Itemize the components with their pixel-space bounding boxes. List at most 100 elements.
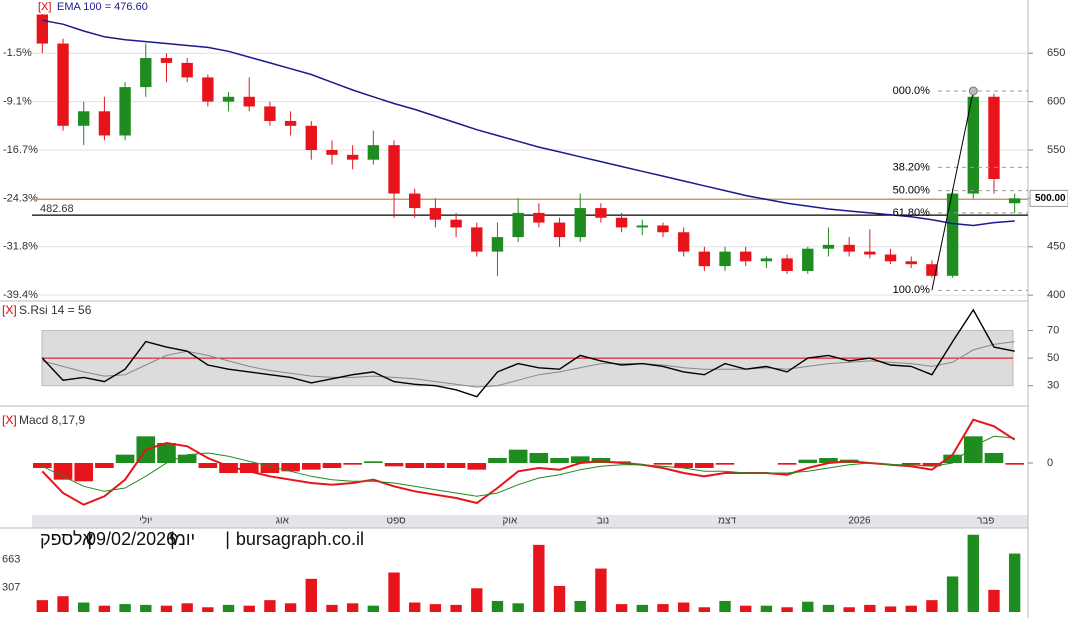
volume-bar bbox=[346, 603, 359, 612]
volume-bar bbox=[781, 607, 793, 612]
candle-body bbox=[967, 96, 979, 194]
fib-label: 50.00% bbox=[893, 185, 931, 197]
macd-histogram-bar bbox=[777, 463, 797, 465]
macd-histogram-bar bbox=[695, 463, 714, 468]
candle-body bbox=[988, 96, 1000, 180]
macd-histogram-bar bbox=[53, 463, 73, 480]
macd-histogram-bar bbox=[570, 456, 590, 463]
macd-histogram-bar bbox=[1005, 463, 1024, 465]
y-tick-label: 0 bbox=[1047, 457, 1053, 469]
volume-bar bbox=[181, 603, 193, 612]
time-axis-strip bbox=[32, 515, 1028, 528]
macd-histogram-bar bbox=[984, 453, 1004, 463]
macd-histogram-bar bbox=[508, 449, 528, 463]
volume-bar bbox=[429, 604, 442, 612]
candle-body bbox=[864, 251, 876, 255]
volume-bar bbox=[677, 602, 690, 612]
y-tick-label: 550 bbox=[1047, 144, 1065, 156]
volume-bar bbox=[657, 604, 669, 612]
volume-bar bbox=[574, 600, 586, 612]
candle-body bbox=[946, 193, 959, 276]
volume-bar bbox=[409, 602, 421, 612]
x-tick-label: נוב bbox=[597, 516, 610, 527]
candle-body bbox=[429, 208, 442, 220]
candle-body bbox=[471, 227, 483, 252]
candle-body bbox=[615, 217, 628, 228]
macd-line bbox=[41, 418, 1016, 506]
panel-marker: [X] bbox=[38, 1, 51, 13]
macd-histogram-bar bbox=[157, 443, 176, 463]
rsi-line bbox=[41, 308, 1015, 398]
candle-body bbox=[202, 77, 214, 102]
candle-body bbox=[677, 232, 690, 252]
y-tick-label: 600 bbox=[1047, 96, 1065, 108]
macd-histogram-bar bbox=[322, 463, 342, 468]
volume-bar bbox=[636, 604, 648, 612]
macd-histogram-bar bbox=[446, 463, 466, 468]
candle-body bbox=[181, 62, 193, 78]
candle-body bbox=[409, 193, 421, 209]
volume-bar bbox=[222, 604, 235, 612]
candle-body bbox=[926, 264, 938, 276]
macd-histogram-bar bbox=[550, 458, 569, 463]
header-part: יומי bbox=[169, 529, 195, 549]
last-price-box bbox=[1029, 189, 1068, 207]
candle-body bbox=[719, 251, 731, 267]
macd-histogram-bar bbox=[943, 454, 962, 463]
volume-bar bbox=[305, 578, 317, 612]
volume-bar bbox=[160, 605, 173, 612]
volume-bar bbox=[140, 604, 152, 612]
header-separator: | bbox=[225, 529, 230, 549]
y-tick-label-left: -39.4% bbox=[3, 289, 38, 301]
candle-body bbox=[78, 111, 90, 126]
macd-histogram-bar bbox=[426, 463, 445, 468]
macd-histogram-bar bbox=[488, 458, 507, 463]
panel-title: EMA 100 = 476.60 bbox=[57, 1, 148, 13]
x-tick-label: יולי bbox=[139, 515, 152, 527]
y-tick-label: 50 bbox=[1047, 352, 1059, 364]
candle-body bbox=[574, 208, 586, 238]
volume-bar bbox=[864, 604, 876, 612]
fib-anchor bbox=[968, 86, 978, 96]
volume-bar bbox=[926, 600, 938, 612]
y-tick-label: 663 bbox=[2, 554, 20, 566]
header-separator: | bbox=[87, 529, 92, 549]
candle-body bbox=[533, 212, 545, 223]
macd-histogram-bar bbox=[653, 463, 673, 465]
candle-body bbox=[822, 244, 835, 249]
candle-body bbox=[450, 219, 462, 228]
candle-body bbox=[884, 254, 897, 262]
candle-body bbox=[905, 261, 917, 265]
candle-body bbox=[698, 251, 711, 267]
candle-body bbox=[388, 145, 400, 194]
volume-bar bbox=[119, 604, 131, 612]
volume-bar bbox=[843, 607, 855, 612]
candle-body bbox=[636, 225, 648, 228]
y-tick-label-left: -1.5% bbox=[3, 47, 32, 59]
volume-bar bbox=[491, 600, 504, 612]
y-tick-label: 70 bbox=[1047, 324, 1059, 336]
volume-bar bbox=[760, 605, 773, 612]
volume-bar bbox=[967, 534, 979, 612]
volume-bar bbox=[595, 568, 607, 612]
volume-bar bbox=[471, 588, 483, 612]
macd-histogram-bar bbox=[95, 463, 114, 468]
macd-histogram-bar bbox=[177, 454, 197, 463]
panel-title: Macd 8,17,9 bbox=[19, 413, 85, 427]
candle-body bbox=[553, 222, 566, 238]
volume-bar bbox=[553, 585, 566, 612]
candle-body bbox=[326, 150, 338, 155]
y-tick-label: 650 bbox=[1047, 47, 1065, 59]
macd-histogram-bar bbox=[115, 454, 135, 463]
horizontal-line-label: 482.68 bbox=[40, 203, 74, 215]
macd-histogram-bar bbox=[281, 463, 300, 472]
y-tick-label: 400 bbox=[1047, 289, 1065, 301]
candle-body bbox=[98, 111, 111, 136]
rsi-line bbox=[42, 341, 1015, 388]
macd-histogram-bar bbox=[715, 463, 735, 465]
fib-trend-line bbox=[931, 90, 974, 291]
volume-bar bbox=[533, 544, 545, 612]
candle-body bbox=[57, 43, 69, 126]
macd-histogram-bar bbox=[364, 461, 383, 463]
header-part: bursagraph.co.il bbox=[236, 529, 364, 549]
